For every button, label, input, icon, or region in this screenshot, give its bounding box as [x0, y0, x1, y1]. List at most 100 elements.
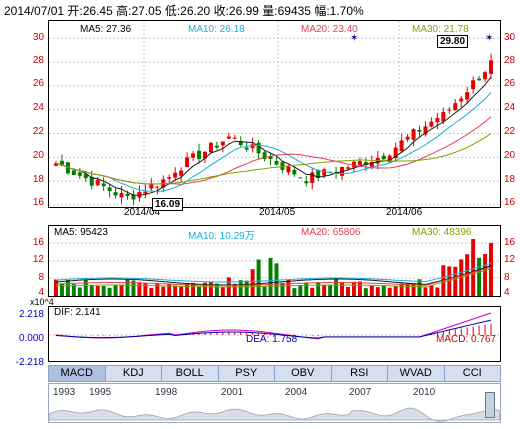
volume-bar: [149, 287, 154, 296]
candle-body: [107, 187, 112, 192]
candle-body: [59, 160, 64, 166]
price-ma5-label: MA5: 27.36: [80, 24, 132, 35]
candle-body: [345, 167, 350, 169]
volume-bar: [363, 288, 368, 296]
volume-bar: [202, 282, 207, 296]
candle-body: [125, 193, 130, 197]
timeline-year: 2007: [349, 387, 372, 398]
vol-ytick-left: 16: [32, 237, 44, 248]
candle-body: [250, 144, 255, 149]
volume-bar: [232, 283, 237, 296]
tab-cci[interactable]: CCI: [462, 367, 482, 379]
low-price-callout: 16.09: [152, 198, 184, 211]
vol-ma10-label: MA10: 10.29万: [188, 231, 255, 242]
volume-bar: [119, 284, 124, 296]
candle-body: [399, 140, 404, 152]
timeline-year: 2001: [221, 387, 244, 398]
vol-ytick-right: 4: [504, 287, 510, 298]
timeline-year: 2004: [285, 387, 308, 398]
candle-body: [369, 162, 374, 167]
tab-psy[interactable]: PSY: [219, 366, 275, 381]
candle-body: [363, 162, 368, 165]
candle-body: [95, 180, 100, 186]
price-ytick-right: 16: [504, 197, 516, 208]
volume-bar: [429, 284, 434, 296]
candle-body: [89, 177, 94, 186]
volume-bar: [59, 284, 64, 296]
price-ytick-left: 16: [32, 197, 44, 208]
price-ma30-label: MA30: 21.78: [412, 24, 469, 35]
vol-ma10-line: [55, 262, 492, 283]
candle-body: [292, 169, 297, 175]
tab-macd[interactable]: MACD: [49, 366, 106, 381]
candle-body: [477, 78, 482, 81]
candle-body: [143, 191, 148, 194]
candle-body: [185, 157, 190, 167]
volume-bar: [173, 285, 178, 296]
vol-ma20-label: MA20: 65806: [301, 227, 361, 238]
candle-body: [167, 177, 172, 179]
volume-bar: [155, 283, 160, 296]
volume-bar: [107, 287, 112, 296]
volume-bar: [179, 285, 184, 296]
volume-bar: [340, 282, 345, 296]
timeline-navigator[interactable]: 1993 1995 1998 2001 2004 2007 2010: [48, 383, 501, 423]
candle-body: [465, 92, 470, 100]
volume-bar: [113, 284, 118, 296]
indicator-tab-bar: MACD KDJ BOLL PSY OBV RSI WVAD CCI: [48, 365, 501, 382]
candle-body: [298, 177, 303, 179]
timeline-range-handle[interactable]: [485, 392, 495, 418]
volume-bar: [101, 285, 106, 296]
candle-body: [226, 136, 231, 139]
volume-bar: [316, 282, 321, 296]
high-price-callout: 29.80: [437, 35, 469, 48]
price-ytick-right: 26: [504, 78, 516, 89]
volume-bar: [292, 288, 297, 296]
dea-line: [55, 319, 492, 339]
volume-bar: [328, 285, 333, 296]
candle-body: [256, 142, 261, 154]
candle-body: [244, 147, 249, 150]
candlestick-chart[interactable]: ✶ ✶: [49, 21, 500, 207]
candle-body: [268, 156, 273, 159]
vol-ytick-right: 12: [504, 254, 516, 265]
volume-bar: [191, 282, 196, 296]
tab-wvad[interactable]: WVAD: [388, 366, 445, 381]
volume-bar: [89, 285, 94, 296]
volume-bar: [375, 287, 380, 296]
volume-bar: [369, 285, 374, 296]
candle-body: [393, 147, 398, 159]
quote-close: 收:26.99: [213, 4, 259, 18]
tab-boll[interactable]: BOLL: [162, 366, 219, 381]
price-ytick-left: 24: [32, 102, 44, 113]
candle-body: [322, 169, 327, 176]
candle-body: [435, 118, 440, 123]
tab-rsi[interactable]: RSI: [332, 366, 388, 381]
volume-bar: [197, 286, 201, 296]
price-chart-panel[interactable]: ✶ ✶: [48, 20, 501, 208]
volume-chart-panel[interactable]: [48, 225, 501, 297]
volume-bar: [298, 285, 303, 296]
candle-body: [77, 172, 82, 176]
macd-ytick: 2.218: [18, 309, 44, 320]
volume-bar: [65, 280, 70, 296]
vol-ma30-line: [55, 268, 492, 288]
volume-bar: [357, 281, 362, 296]
price-ytick-left: 28: [32, 55, 44, 66]
volume-bar: [95, 285, 100, 296]
tab-kdj[interactable]: KDJ: [106, 366, 162, 381]
timeline-overview-chart[interactable]: [48, 384, 501, 422]
star-marker: ✶: [350, 33, 358, 44]
volume-bar: [274, 263, 279, 296]
macd-chart-panel[interactable]: [48, 306, 501, 362]
candle-body: [220, 141, 225, 146]
quote-info-line: 2014/07/01 开:26.45 高:27.05 低:26.20 收:26.…: [4, 2, 364, 19]
volume-bar: [453, 266, 458, 296]
macd-indicator-chart[interactable]: [49, 307, 500, 361]
date-label-may: 2014/05: [259, 207, 296, 218]
price-ytick-right: 30: [504, 32, 516, 43]
tab-obv[interactable]: OBV: [275, 366, 332, 381]
volume-bar-chart[interactable]: [49, 226, 500, 296]
vol-ma30-label: MA30: 48396: [412, 227, 472, 238]
candle-body: [471, 80, 476, 90]
